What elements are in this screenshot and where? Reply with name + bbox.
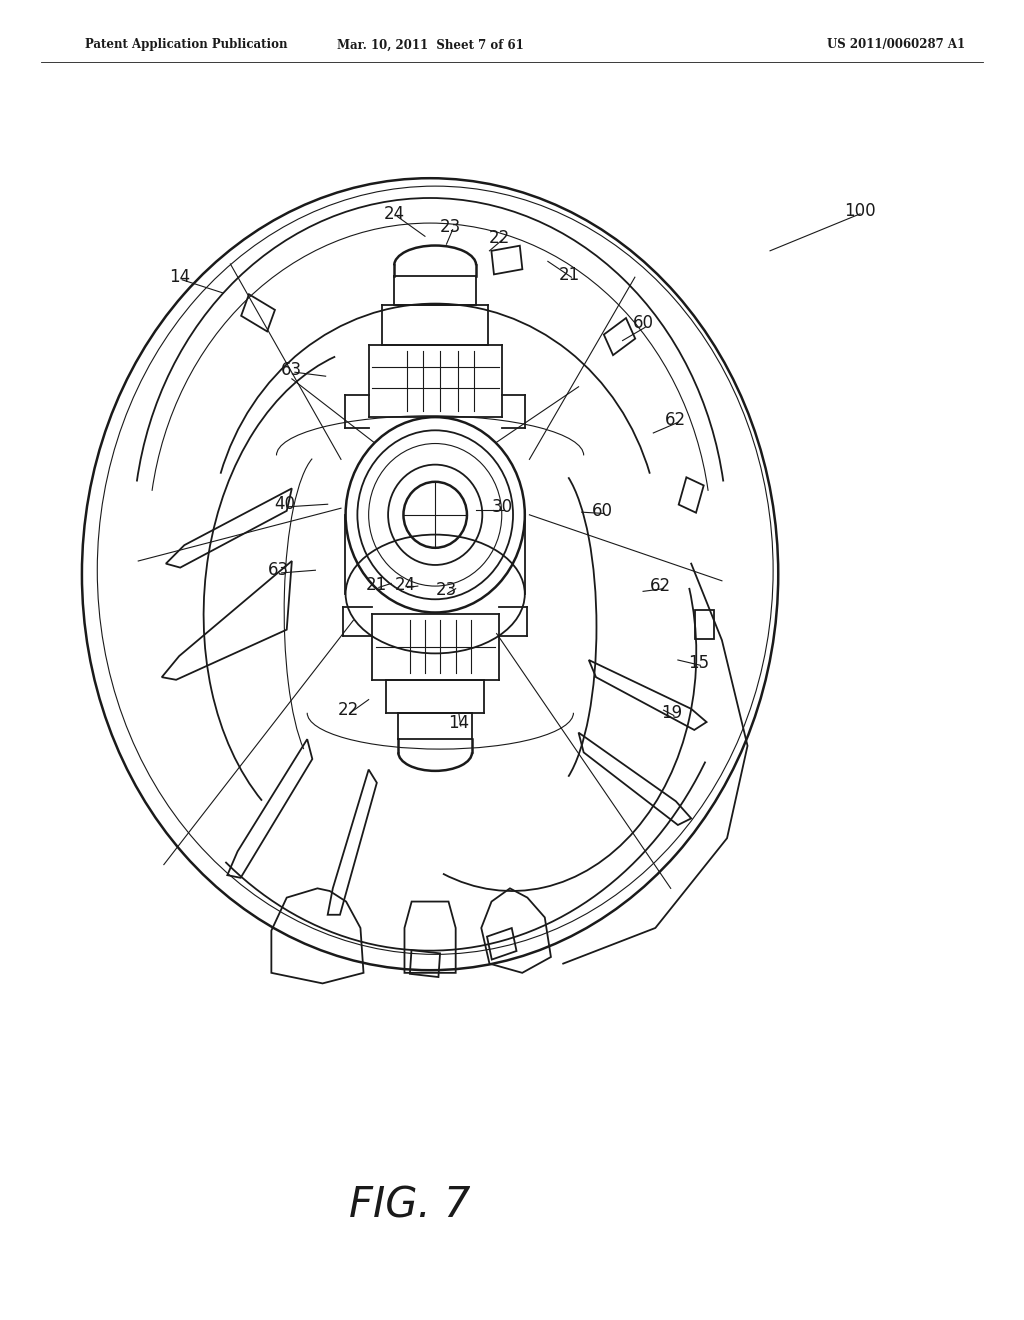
Text: 22: 22 bbox=[338, 701, 358, 719]
Text: 40: 40 bbox=[274, 495, 295, 513]
Text: 23: 23 bbox=[440, 218, 461, 236]
Text: 14: 14 bbox=[449, 714, 469, 733]
Text: 22: 22 bbox=[489, 228, 510, 247]
Text: 62: 62 bbox=[650, 577, 671, 595]
Text: 15: 15 bbox=[688, 653, 709, 672]
Text: 21: 21 bbox=[367, 576, 387, 594]
Text: 19: 19 bbox=[662, 704, 682, 722]
Text: 24: 24 bbox=[384, 205, 404, 223]
Text: Patent Application Publication: Patent Application Publication bbox=[85, 38, 288, 51]
Text: 30: 30 bbox=[492, 498, 512, 516]
Text: FIG. 7: FIG. 7 bbox=[349, 1184, 470, 1226]
Text: 63: 63 bbox=[268, 561, 289, 579]
Text: Mar. 10, 2011  Sheet 7 of 61: Mar. 10, 2011 Sheet 7 of 61 bbox=[337, 38, 523, 51]
Text: 23: 23 bbox=[436, 581, 457, 599]
Text: 60: 60 bbox=[592, 502, 612, 520]
Text: 60: 60 bbox=[633, 314, 653, 333]
Text: 63: 63 bbox=[282, 360, 302, 379]
Text: 14: 14 bbox=[169, 268, 189, 286]
Text: 62: 62 bbox=[666, 411, 686, 429]
Text: 24: 24 bbox=[395, 576, 416, 594]
Text: US 2011/0060287 A1: US 2011/0060287 A1 bbox=[827, 38, 965, 51]
Text: 100: 100 bbox=[845, 202, 876, 220]
Text: 21: 21 bbox=[559, 265, 580, 284]
